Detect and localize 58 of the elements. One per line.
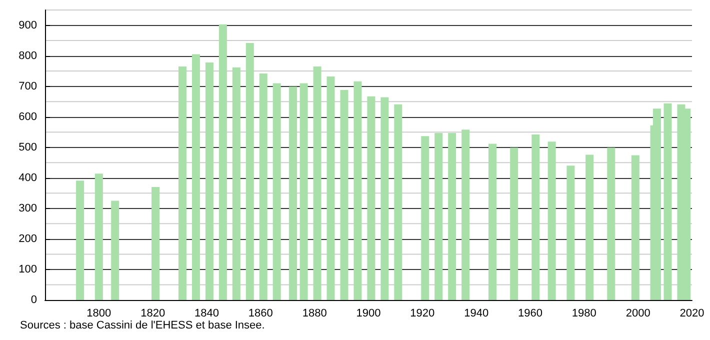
bar [448, 133, 456, 300]
bar [652, 108, 661, 300]
bar [111, 200, 120, 300]
y-tick-label: 700 [18, 80, 37, 92]
bar [313, 66, 322, 300]
bar [178, 66, 186, 300]
bar [272, 83, 281, 300]
x-tick-label: 2000 [626, 308, 650, 320]
bar [205, 62, 214, 300]
y-tick-label: 100 [18, 263, 37, 276]
x-tick-label: 1980 [572, 308, 596, 320]
bar [76, 180, 84, 300]
bar [326, 76, 335, 300]
x-tick-label: 1840 [194, 308, 219, 320]
y-tick-label: 800 [18, 50, 37, 62]
x-tick-label: 1820 [140, 308, 166, 320]
bar [192, 54, 200, 300]
x-tick-label: 2020 [680, 308, 704, 320]
bar [421, 136, 430, 300]
bar [289, 86, 298, 300]
y-tick-label: 500 [18, 141, 37, 154]
bar [532, 134, 540, 300]
x-tick-label: 1900 [356, 308, 381, 320]
bar [246, 42, 254, 300]
bar [607, 148, 616, 300]
y-tick-label: 600 [18, 110, 37, 123]
bar [394, 104, 402, 300]
bar [380, 97, 389, 300]
bar [354, 81, 362, 300]
bar [664, 103, 672, 300]
x-tick-label: 1880 [302, 308, 327, 320]
source-note: Sources : base Cassini de l'EHESS et base Insee. [20, 320, 265, 332]
bar [462, 130, 470, 300]
bar [340, 90, 348, 300]
bar [566, 166, 575, 300]
y-tick-label: 400 [18, 172, 37, 184]
bar [488, 144, 497, 300]
y-tick-label: 900 [18, 19, 37, 32]
bar [152, 187, 160, 300]
bar [434, 133, 443, 300]
y-tick-label: 0 [30, 294, 37, 306]
bar [218, 24, 227, 300]
x-tick-label: 1940 [464, 308, 489, 320]
x-tick-label: 1920 [410, 308, 435, 320]
bar [510, 148, 518, 300]
bar [232, 67, 240, 300]
y-tick-label: 200 [18, 232, 37, 245]
y-tick-label: 300 [18, 202, 37, 214]
x-tick-label: 1800 [86, 308, 112, 320]
bar [586, 154, 594, 300]
bar [631, 155, 640, 300]
x-tick-label: 1860 [248, 308, 273, 320]
bar [367, 96, 376, 300]
bar [300, 83, 308, 300]
bar [548, 142, 556, 300]
bar [259, 73, 268, 300]
x-tick-label: 1960 [518, 308, 542, 320]
bar [94, 174, 103, 300]
